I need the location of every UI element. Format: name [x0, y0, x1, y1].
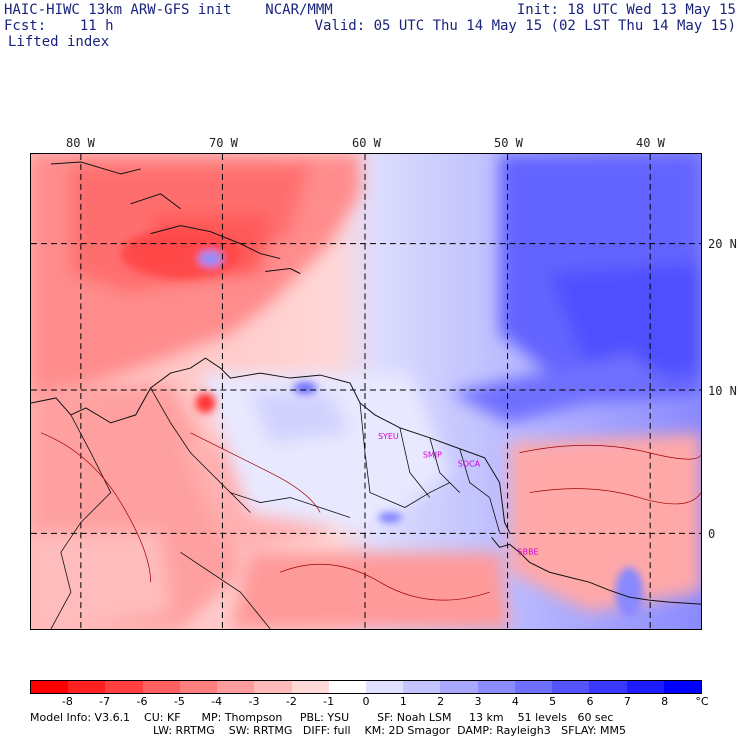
- colorbar-swatch: [31, 681, 69, 693]
- colorbar-swatch: [142, 681, 180, 693]
- colorbar: [30, 680, 702, 694]
- forecast-hour: Fcst: 11 h: [4, 18, 114, 34]
- lon-label-40w: 40 W: [636, 136, 665, 150]
- field-name: Lifted index: [8, 34, 110, 50]
- lat-label-10n: 10 N: [708, 384, 737, 398]
- colorbar-swatch: [626, 681, 664, 693]
- colorbar-swatch: [105, 681, 143, 693]
- colorbar-swatch: [217, 681, 255, 693]
- lon-label-70w: 70 W: [209, 136, 238, 150]
- colorbar-swatch: [477, 681, 515, 693]
- model-title: HAIC-HIWC 13km ARW-GFS init NCAR/MMM: [4, 2, 333, 18]
- colorbar-tick-label: -2: [285, 695, 297, 708]
- colorbar-tick-label: 0: [362, 695, 370, 708]
- colorbar-tick-label: 5: [549, 695, 557, 708]
- colorbar-tick-label: 3: [474, 695, 482, 708]
- colorbar-tick-label: -1: [323, 695, 335, 708]
- li-field-detail: [120, 228, 644, 618]
- colorbar-tick-label: -7: [99, 695, 111, 708]
- lifted-index-map: SYEU SMJP SOCA SBBE: [30, 153, 702, 630]
- colorbar-tick-label: -8: [61, 695, 73, 708]
- station-sbbe: SBBE: [518, 547, 539, 556]
- model-info-line2: LW: RRTMG SW: RRTMG DIFF: full KM: 2D Sm…: [153, 724, 626, 737]
- colorbar-swatch: [663, 681, 701, 693]
- colorbar-swatch: [328, 681, 366, 693]
- lat-label-0: 0: [708, 527, 716, 541]
- colorbar-tick-label: 2: [437, 695, 445, 708]
- colorbar-unit: °C: [695, 695, 709, 708]
- colorbar-swatch: [179, 681, 218, 693]
- colorbar-swatch: [552, 681, 590, 693]
- lon-label-80w: 80 W: [66, 136, 95, 150]
- colorbar-tick-label: -4: [211, 695, 223, 708]
- lon-label-50w: 50 W: [494, 136, 523, 150]
- lat-label-20n: 20 N: [708, 237, 737, 251]
- model-info-line1: Model Info: V3.6.1 CU: KF MP: Thompson P…: [30, 711, 614, 724]
- colorbar-swatch: [291, 681, 329, 693]
- colorbar-swatch: [403, 681, 441, 693]
- colorbar-tick-label: -6: [136, 695, 148, 708]
- colorbar-tick-label: 4: [511, 695, 519, 708]
- colorbar-swatch: [68, 681, 106, 693]
- station-soca: SOCA: [458, 460, 481, 469]
- colorbar-swatch: [440, 681, 478, 693]
- station-syeu: SYEU: [378, 432, 399, 441]
- lon-label-60w: 60 W: [352, 136, 381, 150]
- colorbar-tick-label: 8: [661, 695, 669, 708]
- init-time: Init: 18 UTC Wed 13 May 15: [516, 2, 736, 18]
- contours: [40, 432, 701, 601]
- colorbar-swatch: [589, 681, 627, 693]
- country-borders: [50, 387, 500, 629]
- graticule: [31, 154, 701, 629]
- colorbar-tick-label: 6: [586, 695, 594, 708]
- colorbar-tick-label: 1: [399, 695, 407, 708]
- colorbar-tick-label: 7: [623, 695, 631, 708]
- li-field-shading: [31, 154, 701, 629]
- colorbar-swatch: [514, 681, 553, 693]
- station-smjp: SMJP: [423, 451, 442, 460]
- colorbar-swatch: [365, 681, 404, 693]
- colorbar-tick-label: -5: [173, 695, 185, 708]
- valid-time: Valid: 05 UTC Thu 14 May 15 (02 LST Thu …: [314, 18, 736, 34]
- colorbar-tick-label: -3: [248, 695, 260, 708]
- colorbar-swatch: [254, 681, 292, 693]
